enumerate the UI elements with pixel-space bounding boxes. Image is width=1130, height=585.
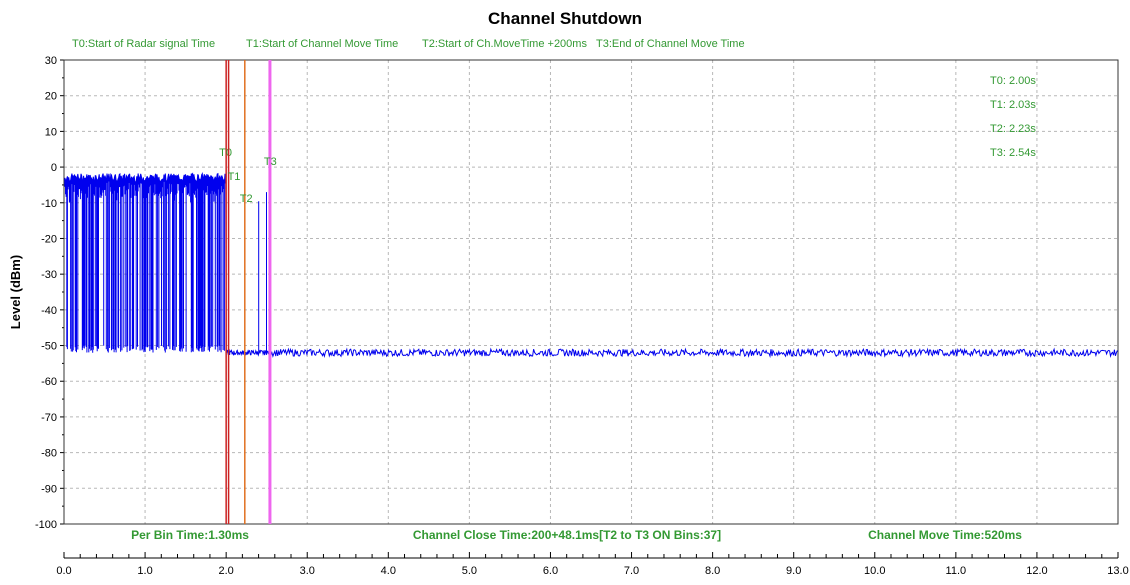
- bottom-annotations: Per Bin Time:1.30ms Channel Close Time:2…: [131, 528, 1022, 542]
- x-tick-label: 7.0: [624, 565, 639, 577]
- legend-t0: T0:Start of Radar signal Time: [72, 38, 215, 50]
- marker-value-t1: T1: 2.03s: [990, 99, 1036, 111]
- per-bin-annotation: Per Bin Time:1.30ms: [131, 528, 249, 542]
- y-axis-label: Level (dBm): [8, 255, 23, 329]
- series-line: [64, 172, 1118, 359]
- close-time-annotation: Channel Close Time:200+48.1ms[T2 to T3 O…: [413, 528, 721, 542]
- plot-frame: [63, 59, 1119, 525]
- x-ticks: 0.0 1.0 2.0 3.0 4.0 5.0 6.0 7.0 8.0 9.0 10.0 11.0 12…: [56, 552, 1129, 577]
- x-tick-label: 4.0: [381, 565, 396, 577]
- y-tick-label: 20: [45, 91, 57, 103]
- y-tick-label: 10: [45, 126, 57, 138]
- y-tick-label: -20: [41, 233, 57, 245]
- y-tick-label: -40: [41, 305, 57, 317]
- x-tick-label: 1.0: [137, 565, 152, 577]
- x-tick-label: 2.0: [219, 565, 234, 577]
- y-tick-label: -50: [41, 341, 57, 353]
- x-tick-label: 5.0: [462, 565, 477, 577]
- x-tick-label: 3.0: [300, 565, 315, 577]
- grid: [64, 60, 1118, 524]
- marker-label-t0: T0: [219, 147, 232, 159]
- marker-values: T0: 2.00s T1: 2.03s T2: 2.23s T3: 2.54s: [990, 75, 1036, 159]
- x-tick-label: 11.0: [946, 565, 967, 577]
- time-markers: T0 T1 T2 T3: [219, 60, 277, 524]
- marker-label-t1: T1: [228, 171, 241, 183]
- x-tick-label: 0.0: [56, 565, 71, 577]
- move-time-annotation: Channel Move Time:520ms: [868, 528, 1022, 542]
- x-tick-label: 12.0: [1026, 565, 1047, 577]
- y-tick-label: -70: [41, 412, 57, 424]
- x-tick-label: 13.0: [1107, 565, 1128, 577]
- y-tick-label: -90: [41, 483, 57, 495]
- legend-t2: T2:Start of Ch.MoveTime +200ms: [422, 38, 587, 50]
- marker-value-t2: T2: 2.23s: [990, 123, 1036, 135]
- y-tick-label: 30: [45, 55, 57, 67]
- chart-title: Channel Shutdown: [488, 9, 642, 28]
- legend-t1: T1:Start of Channel Move Time: [246, 38, 398, 50]
- legend-t3: T3:End of Channel Move Time: [596, 38, 745, 50]
- y-tick-label: -30: [41, 269, 57, 281]
- y-tick-label: -100: [35, 519, 57, 531]
- legend-row: T0:Start of Radar signal Time T1:Start o…: [72, 38, 745, 50]
- x-tick-label: 9.0: [786, 565, 801, 577]
- marker-value-t0: T0: 2.00s: [990, 75, 1036, 87]
- y-tick-label: 0: [51, 162, 57, 174]
- x-tick-label: 8.0: [705, 565, 720, 577]
- x-tick-label: 10.0: [864, 565, 885, 577]
- y-ticks: 30 20 10 0 -10 -20 -30 -40 -50 -60 -70 -80 -90 -100: [35, 55, 64, 531]
- marker-label-t3: T3: [264, 156, 277, 168]
- plot-area: [63, 59, 1119, 525]
- marker-value-t3: T3: 2.54s: [990, 147, 1036, 159]
- y-tick-label: -80: [41, 448, 57, 460]
- y-tick-label: -10: [41, 198, 57, 210]
- marker-label-t2: T2: [240, 193, 253, 205]
- x-tick-label: 6.0: [543, 565, 558, 577]
- y-tick-label: -60: [41, 376, 57, 388]
